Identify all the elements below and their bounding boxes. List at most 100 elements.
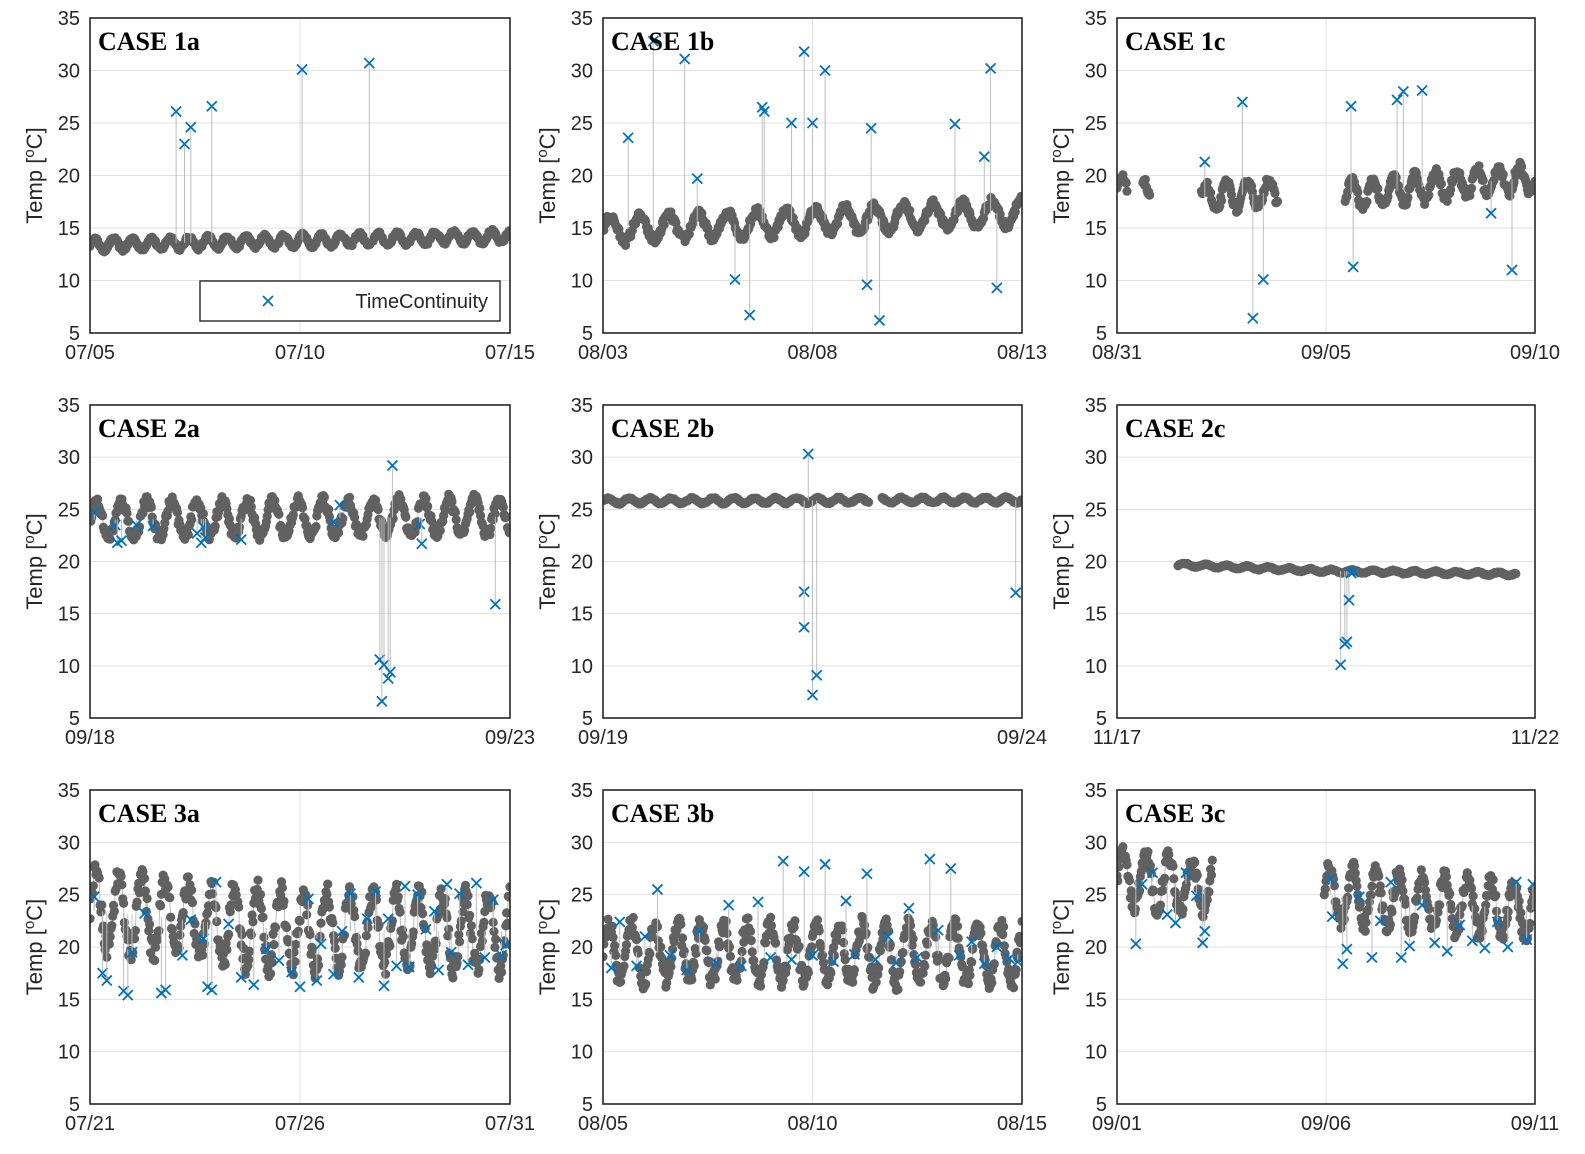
normal-point	[129, 934, 140, 944]
normal-point	[203, 908, 213, 918]
legend: TimeContinuity	[199, 280, 501, 322]
normal-point	[465, 507, 475, 517]
flagged-point	[681, 964, 693, 976]
flagged-point	[639, 930, 651, 943]
flagged-point	[147, 520, 159, 532]
normal-point	[220, 960, 230, 970]
normal-point	[319, 492, 329, 502]
y-tick-label: 35	[1085, 8, 1107, 30]
normal-point	[174, 943, 184, 953]
panel-9: 5 10 15 20 25 30 35 09/01 09/06 09/11 CASE 3c Temp …	[1048, 780, 1559, 1135]
flagged-point	[199, 531, 212, 544]
normal-point	[282, 922, 292, 933]
normal-point	[336, 960, 346, 970]
flagged-point	[327, 968, 340, 980]
normal-point	[1204, 887, 1214, 897]
normal-point	[474, 964, 484, 975]
x-tick-label: 08/05	[578, 1113, 628, 1135]
normal-point	[316, 918, 326, 928]
flagged-point	[873, 314, 886, 327]
flagged-point	[1334, 659, 1347, 671]
normal-point	[451, 515, 461, 525]
normal-point	[388, 514, 398, 524]
data-layer	[90, 459, 510, 707]
normal-point	[443, 931, 453, 941]
normal-point	[126, 955, 136, 965]
flagged-point	[1169, 917, 1182, 929]
normal-point	[1488, 875, 1498, 885]
normal-point	[1378, 901, 1388, 911]
normal-point	[385, 941, 395, 951]
flagged-point	[414, 518, 426, 530]
normal-point	[755, 981, 766, 991]
normal-point	[918, 968, 928, 978]
x-tick-label: 09/10	[1510, 342, 1560, 364]
flagged-point	[1136, 878, 1148, 890]
y-tick-label: 20	[58, 166, 80, 188]
normal-point	[140, 886, 150, 896]
y-tick-label: 5	[1096, 708, 1107, 730]
normal-point	[270, 495, 280, 505]
normal-point	[258, 912, 268, 922]
y-tick-label: 30	[58, 61, 80, 83]
normal-point	[245, 946, 255, 957]
normal-point	[874, 963, 884, 973]
normal-point	[864, 497, 874, 507]
normal-point	[1017, 916, 1022, 926]
y-tick-label: 20	[1085, 166, 1107, 188]
flagged-point	[806, 949, 819, 962]
normal-point	[1397, 875, 1407, 885]
normal-point	[1412, 893, 1422, 903]
normal-point	[163, 882, 173, 892]
normal-point	[747, 947, 757, 957]
flagged-point	[984, 62, 997, 75]
normal-point	[350, 911, 360, 922]
panel-5: 5 10 15 20 25 30 35 09/19 09/24 CASE 2b Temp [oC]	[534, 395, 1047, 749]
flagged-point	[729, 273, 741, 286]
normal-point	[807, 942, 817, 952]
normal-point	[490, 509, 500, 519]
y-tick-label: 15	[58, 604, 80, 626]
normal-point	[505, 882, 510, 892]
normal-point	[322, 889, 332, 899]
normal-point	[138, 508, 148, 518]
flagged-point	[361, 913, 373, 925]
normal-point	[953, 933, 963, 943]
normal-point	[295, 916, 305, 926]
flagged-point	[1416, 899, 1428, 911]
flagged-point	[420, 923, 432, 935]
flagged-point	[178, 138, 191, 150]
normal-point	[421, 493, 431, 504]
normal-point	[1339, 914, 1349, 924]
normal-point	[146, 502, 156, 512]
normal-point	[222, 945, 232, 955]
flagged-point	[752, 896, 764, 908]
normal-point	[467, 934, 477, 944]
flagged-point	[90, 506, 100, 519]
panel-title: CASE 1b	[611, 27, 714, 56]
flagged-point	[197, 521, 210, 533]
normal-point	[465, 910, 475, 920]
y-tick-label: 5	[69, 323, 80, 345]
normal-point	[905, 921, 916, 931]
flagged-point	[1491, 916, 1504, 928]
data-layer	[1173, 558, 1521, 671]
normal-point	[952, 921, 963, 931]
normal-point	[1478, 175, 1488, 185]
x-tick-label: 08/15	[997, 1113, 1047, 1135]
normal-point	[1124, 875, 1135, 886]
y-tick-label: 20	[1085, 937, 1107, 959]
y-tick-label: 20	[571, 552, 593, 574]
normal-point	[1387, 907, 1397, 917]
normal-point	[361, 931, 371, 941]
normal-point	[293, 926, 303, 937]
normal-point	[497, 967, 507, 977]
normal-point	[715, 940, 725, 950]
data-layer	[1117, 84, 1535, 324]
flagged-point	[827, 956, 840, 968]
normal-point	[1355, 899, 1365, 909]
data-layer	[1117, 842, 1535, 970]
normal-point	[96, 907, 106, 917]
normal-point	[330, 943, 340, 953]
flagged-point	[798, 621, 810, 633]
